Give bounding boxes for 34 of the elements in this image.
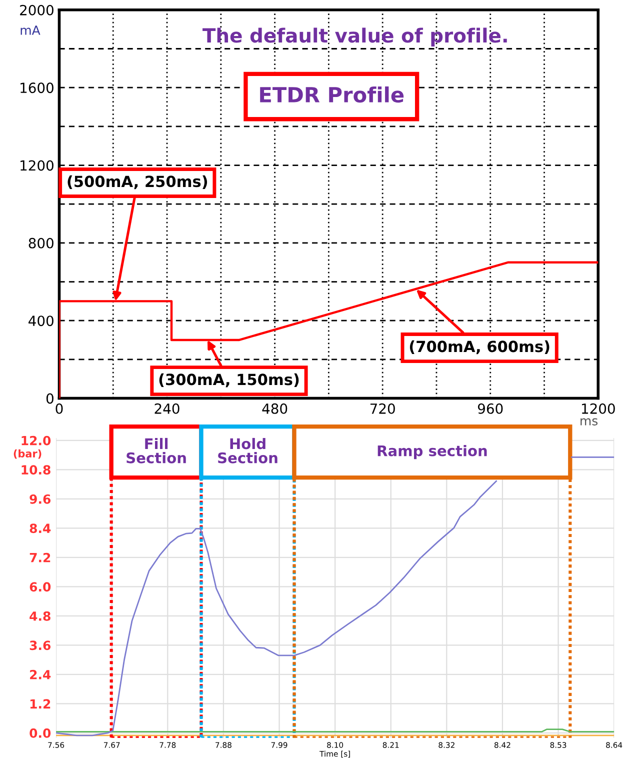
y-tick-label: 2000 xyxy=(20,4,54,16)
band-label: Fill Section xyxy=(126,438,186,464)
y-tick-label: 800 xyxy=(28,238,54,248)
y-tick-label: 1.2 xyxy=(30,699,50,708)
y-axis-title: (bar) xyxy=(14,449,42,459)
y-tick-label: 0.0 xyxy=(30,728,51,738)
x-axis-title: ms xyxy=(580,418,598,426)
y-tick-label: 12.0 xyxy=(22,436,51,446)
x-tick-label: 960 xyxy=(478,403,503,414)
x-tick-label: 1200 xyxy=(582,403,615,414)
y-tick-label: 3.6 xyxy=(30,640,51,650)
band-label: Hold Section xyxy=(218,438,278,464)
y-tick-label: 1600 xyxy=(20,82,54,94)
annotation: (500mA, 250ms) xyxy=(68,175,208,190)
y-tick-label: 2.4 xyxy=(30,670,51,680)
y-tick-label: 8.4 xyxy=(30,524,51,534)
y-tick-label: 7.2 xyxy=(30,552,50,562)
y-axis-title: mA xyxy=(20,26,40,35)
y-tick-label: 10.8 xyxy=(22,465,50,475)
annotation: (300mA, 150ms) xyxy=(159,373,299,388)
y-tick-label: 4.8 xyxy=(30,611,50,621)
y-tick-label: 6.0 xyxy=(30,582,51,592)
annotation: ETDR Profile xyxy=(260,86,404,103)
y-tick-label: 9.6 xyxy=(30,494,51,504)
y-tick-label: 1200 xyxy=(20,160,54,171)
x-tick-label: 240 xyxy=(154,403,180,414)
x-tick-label: 720 xyxy=(370,403,395,414)
y-tick-label: 400 xyxy=(28,316,54,326)
annotation: (700mA, 600ms) xyxy=(410,340,550,354)
y-tick-label: 0 xyxy=(46,393,54,404)
text: The default value of profile. xyxy=(202,28,507,47)
band-label: Ramp section xyxy=(378,445,487,460)
x-tick-label: 0 xyxy=(56,403,63,414)
x-tick-label: 480 xyxy=(262,403,288,414)
